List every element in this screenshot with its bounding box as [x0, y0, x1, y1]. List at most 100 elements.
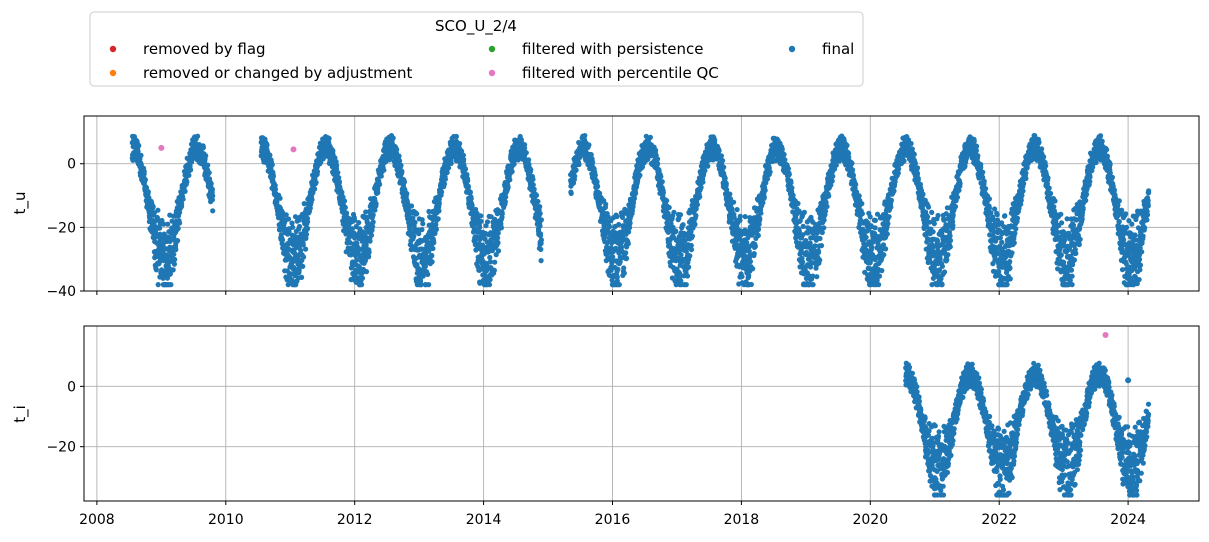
data-point [590, 159, 596, 165]
data-point [698, 184, 704, 190]
data-point [399, 168, 405, 174]
data-point [313, 179, 319, 186]
data-point [705, 163, 711, 169]
data-point [658, 174, 664, 180]
data-point [568, 190, 574, 196]
data-point [177, 209, 183, 216]
data-point [582, 133, 588, 139]
data-point [465, 178, 471, 184]
data-point [419, 217, 425, 223]
data-point [431, 240, 437, 246]
data-point [326, 135, 332, 142]
data-point [420, 221, 426, 227]
data-point [397, 158, 403, 164]
data-point [914, 170, 921, 176]
data-point [507, 177, 513, 183]
data-point [908, 140, 914, 147]
data-point [737, 213, 743, 219]
data-point [441, 181, 448, 187]
data-point [823, 199, 829, 205]
data-point [309, 197, 315, 203]
data-point [614, 274, 620, 280]
data-point [822, 208, 829, 214]
data-point [429, 253, 435, 259]
data-point [210, 193, 216, 199]
data-point [795, 200, 801, 207]
data-point [677, 212, 684, 218]
data-point [453, 133, 459, 140]
data-point [469, 202, 475, 208]
data-point [300, 242, 306, 248]
legend-label-percentile-qc: filtered with percentile QC [522, 64, 719, 82]
data-point [683, 282, 689, 288]
data-point [349, 226, 355, 232]
data-point [853, 181, 859, 187]
data-point [203, 153, 209, 159]
data-point [786, 171, 792, 178]
data-point [365, 214, 371, 220]
data-point [314, 169, 321, 175]
data-point [366, 254, 372, 260]
data-point [538, 237, 545, 243]
legend-marker-final [788, 45, 796, 53]
data-point [363, 269, 370, 275]
data-point [159, 267, 165, 273]
data-point [408, 203, 415, 209]
data-point [621, 270, 627, 276]
data-point [614, 213, 620, 220]
data-point [495, 240, 501, 246]
data-point [528, 167, 534, 173]
data-point [394, 146, 400, 153]
data-point [336, 180, 342, 186]
data-point [761, 194, 767, 200]
data-point [826, 193, 832, 199]
data-point [821, 225, 827, 231]
data-point [436, 200, 442, 206]
legend-marker-adjustment [109, 69, 117, 77]
data-point [141, 171, 147, 177]
data-point [856, 193, 862, 199]
data-point [396, 153, 402, 159]
data-point [179, 201, 185, 207]
data-point [136, 143, 142, 149]
data-point [367, 238, 373, 244]
data-point [330, 148, 336, 154]
data-point [673, 228, 679, 234]
data-point [686, 264, 692, 270]
data-point [535, 198, 541, 205]
data-point [460, 152, 466, 158]
data-point [150, 204, 156, 210]
data-point [538, 217, 545, 223]
data-point [161, 221, 167, 227]
data-point [168, 282, 174, 288]
data-point [370, 224, 376, 230]
data-point [573, 167, 579, 173]
data-point [368, 232, 375, 238]
data-point [430, 245, 436, 252]
data-point [731, 199, 737, 205]
data-point [436, 208, 442, 214]
data-point [467, 189, 473, 195]
data-point [633, 190, 639, 196]
data-point [478, 213, 484, 219]
data-point [170, 267, 176, 273]
data-point [655, 156, 661, 162]
data-points-t-u [129, 133, 1152, 288]
data-point [505, 185, 511, 191]
data-point [352, 217, 358, 223]
data-point [538, 258, 544, 264]
subplot-t-u: 0−20−40 t_u [11, 115, 1200, 300]
data-point [155, 282, 161, 288]
data-point [700, 179, 706, 185]
data-point [863, 234, 869, 240]
data-point [751, 251, 757, 257]
data-point [859, 211, 866, 217]
data-point [721, 164, 727, 170]
data-point [301, 201, 307, 207]
data-point [621, 265, 627, 271]
data-point [800, 259, 806, 265]
data-point [435, 216, 441, 222]
data-point [762, 187, 768, 193]
data-point [468, 196, 474, 202]
data-point [286, 229, 292, 235]
